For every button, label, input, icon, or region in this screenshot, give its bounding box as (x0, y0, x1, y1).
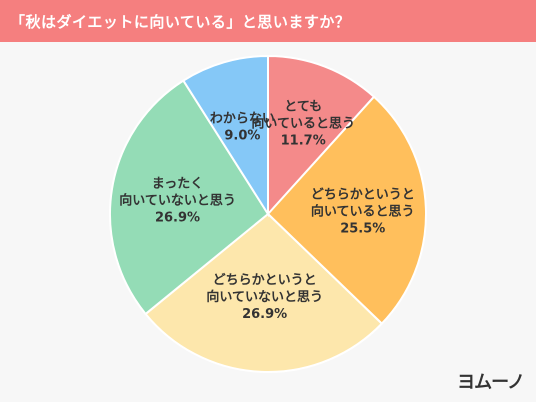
title-banner: 「秋はダイエットに向いている」と思いますか？ (0, 0, 536, 42)
slice-value-label: 26.9% (242, 307, 287, 322)
slice-label-5: わからない 9.0% (210, 111, 275, 143)
slice-category-label: わからない (210, 111, 275, 126)
slice-category-label: 向いていると思う (311, 204, 415, 220)
slice-category-label: まったく (152, 176, 203, 191)
pie-slice-1 (267, 54, 376, 217)
slice-value-label: 26.9% (155, 210, 200, 225)
slice-label-1: とても向いていると思う 11.7% (251, 100, 355, 149)
pie-slice-2 (266, 95, 427, 326)
slice-label-3: どちらかというと向いていないと思う 26.9% (206, 273, 323, 322)
chart-title: 「秋はダイエットに向いている」と思いますか？ (10, 12, 351, 31)
slice-category-label: どちらかというと (213, 273, 317, 288)
slice-category-label: 向いていないと思う (119, 192, 236, 208)
pie-slice-5 (181, 54, 269, 218)
slice-category-label: 向いていないと思う (206, 289, 323, 305)
slice-category-label: 向いていると思う (251, 116, 355, 132)
pie-slice-4 (109, 79, 270, 316)
pie-labels: とても向いていると思う 11.7%どちらかというと向いていると思う 25.5%どちら… (119, 100, 415, 323)
slice-value-label: 25.5% (340, 222, 385, 237)
slice-label-2: どちらかというと向いていると思う 25.5% (311, 188, 415, 237)
slice-value-label: 11.7% (281, 134, 326, 149)
slice-label-4: まったく向いていないと思う 26.9% (119, 176, 236, 225)
brand-logo: ヨムーノ (457, 368, 525, 394)
slice-category-label: どちらかというと (311, 188, 415, 203)
slice-category-label: とても (284, 100, 322, 115)
slice-value-label: 9.0% (224, 128, 260, 143)
pie-chart: とても向いていると思う 11.7%どちらかというと向いていると思う 25.5%どちら… (109, 54, 427, 373)
pie-slices (109, 54, 427, 373)
pie-slice-3 (144, 212, 384, 373)
brand-logo-text: ヨムーノ (457, 372, 525, 393)
